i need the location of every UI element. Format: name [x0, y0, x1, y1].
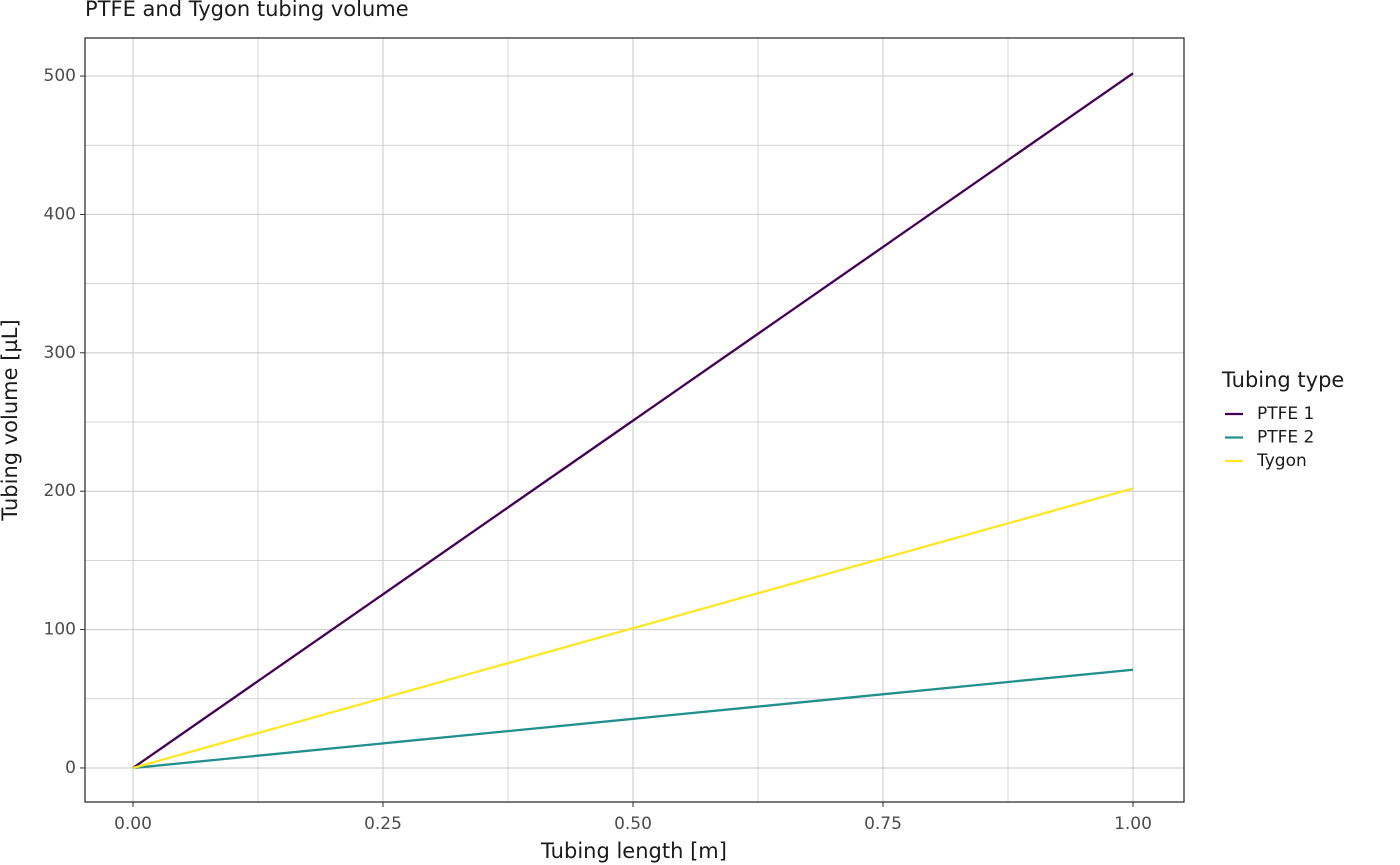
x-tick-label: 0.25 [364, 814, 402, 834]
y-tick-label: 100 [44, 620, 76, 640]
legend-title: Tubing type [1221, 368, 1344, 392]
legend-label: PTFE 2 [1257, 428, 1314, 448]
chart-title: PTFE and Tygon tubing volume [85, 0, 409, 21]
legend-label: PTFE 1 [1257, 404, 1314, 424]
y-tick-label: 400 [44, 204, 76, 224]
y-tick-label: 200 [44, 481, 76, 501]
series-line [132, 668, 1134, 770]
x-tick-label: 0.00 [114, 814, 152, 834]
x-axis-title: Tubing length [m] [540, 839, 727, 863]
panel-border [84, 37, 1185, 803]
y-axis-title: Tubing volume [µL] [0, 319, 22, 521]
y-tick-label: 0 [65, 758, 76, 778]
x-tick-label: 1.00 [1114, 814, 1152, 834]
series-line [132, 72, 1134, 769]
series-line [132, 487, 1134, 770]
x-tick-label: 0.75 [864, 814, 902, 834]
legend-label: Tygon [1256, 451, 1307, 471]
x-tick-label: 0.50 [614, 814, 652, 834]
y-tick-label: 300 [44, 343, 76, 363]
y-tick-label: 500 [44, 66, 76, 86]
